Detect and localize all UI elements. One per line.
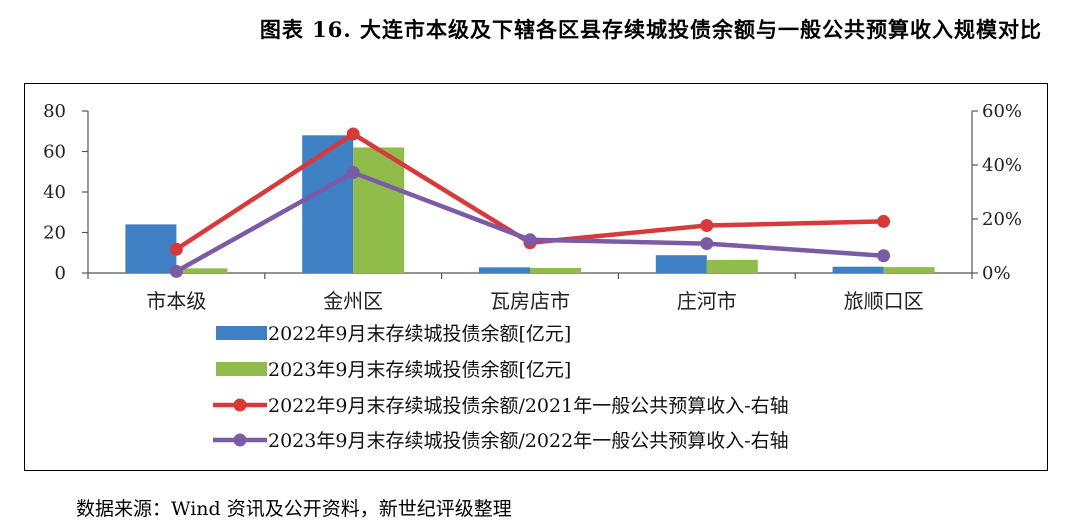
bar-s2 <box>706 259 758 273</box>
bar-s2 <box>883 267 935 273</box>
legend-label: 2022年9月末存续城投债余额[亿元] <box>268 323 571 345</box>
line-point-s2 <box>169 264 183 278</box>
bar-s1 <box>655 255 707 273</box>
left-tick-label: 0 <box>55 263 66 284</box>
line-point-s1 <box>169 242 183 256</box>
x-category-label: 瓦房店市 <box>490 289 570 313</box>
bar-s2 <box>353 147 405 273</box>
right-tick-label: 60% <box>982 101 1022 122</box>
line-series-1 <box>175 131 884 252</box>
line-point-s2 <box>877 249 891 263</box>
line-point-s1 <box>700 218 714 232</box>
legend-label: 2023年9月末存续城投债余额[亿元] <box>268 359 571 381</box>
left-tick-label: 80 <box>43 101 66 122</box>
line-point-s2 <box>700 237 714 251</box>
chart-title: 图表 16. 大连市本级及下辖各区县存续城投债余额与一般公共预算收入规模对比 <box>259 17 1042 42</box>
bar-s1 <box>302 135 354 273</box>
lines-group <box>169 127 891 278</box>
right-tick-label: 0% <box>982 263 1011 284</box>
legend-swatch <box>216 326 267 340</box>
axes-group: 0 20 40 60 80 0% 20% 40% 60% 市本级 金州区 瓦房店市 庄河市 旅顺口区 <box>43 101 1022 313</box>
x-category-label: 庄河市 <box>677 289 737 313</box>
line-point-s1 <box>877 214 891 228</box>
left-tick-label: 40 <box>43 182 66 203</box>
legend-label: 2022年9月末存续城投债余额/2021年一般公共预算收入-右轴 <box>268 395 789 417</box>
bar-s1 <box>479 267 530 273</box>
line-point-s2 <box>346 166 360 180</box>
x-category-label: 市本级 <box>146 289 206 313</box>
line-point-s2 <box>523 233 537 247</box>
left-tick-label: 20 <box>43 223 66 244</box>
legend-swatch <box>216 362 267 376</box>
bar-s2 <box>530 267 581 273</box>
legend-swatch-marker <box>233 433 247 447</box>
x-category-label: 旅顺口区 <box>844 289 924 313</box>
legend-group: 2022年9月末存续城投债余额[亿元] 2023年9月末存续城投债余额[亿元] 20… <box>213 323 789 452</box>
bar-s2 <box>176 268 228 273</box>
source-note: 数据来源：Wind 资讯及公开资料，新世纪评级整理 <box>76 498 512 520</box>
chart-frame <box>24 83 1048 471</box>
bar-s1 <box>832 266 884 273</box>
legend-label: 2023年9月末存续城投债余额/2022年一般公共预算收入-右轴 <box>268 430 789 452</box>
left-tick-label: 60 <box>43 142 66 163</box>
bars-group <box>125 135 935 273</box>
right-tick-label: 20% <box>982 209 1022 230</box>
line-point-s1 <box>346 127 360 141</box>
x-category-label: 金州区 <box>323 289 383 313</box>
bar-s1 <box>125 224 177 273</box>
right-tick-label: 40% <box>982 155 1022 176</box>
legend-swatch-marker <box>233 398 247 412</box>
